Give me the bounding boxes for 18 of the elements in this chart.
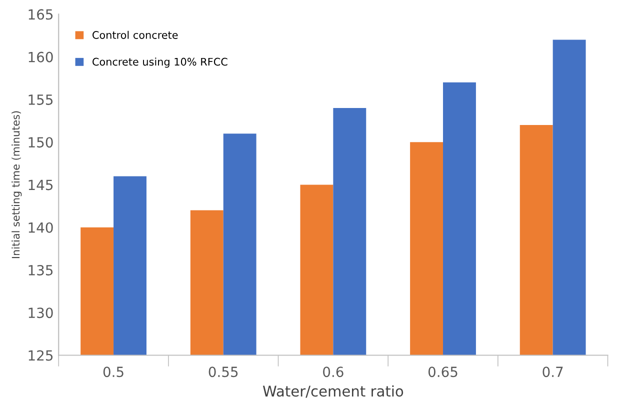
y-tick-label: 125 — [28, 350, 53, 361]
legend-label: Concrete using 10% RFCC — [92, 58, 228, 68]
y-tick-label: 140 — [28, 222, 53, 233]
y-axis-title: Initial setting time (minutes) — [12, 111, 22, 258]
y-tick-label: 145 — [28, 180, 53, 190]
y-tick-label: 160 — [28, 52, 53, 62]
y-tick-label: 165 — [28, 9, 53, 20]
x-tick-label: 0.7 — [542, 366, 563, 378]
y-tick-label: 150 — [28, 137, 53, 148]
legend-label: Control concrete — [92, 30, 178, 39]
x-tick-label: 0.5 — [103, 366, 124, 378]
x-tick-label: 0.55 — [208, 366, 238, 378]
y-tick-label: 135 — [28, 264, 53, 276]
y-tick-label: 130 — [28, 308, 53, 318]
x-tick-label: 0.65 — [428, 366, 458, 378]
y-tick-label: 155 — [28, 94, 53, 105]
x-tick-label: 0.6 — [323, 366, 344, 378]
x-axis-title: Water/cement ratio — [262, 385, 404, 398]
